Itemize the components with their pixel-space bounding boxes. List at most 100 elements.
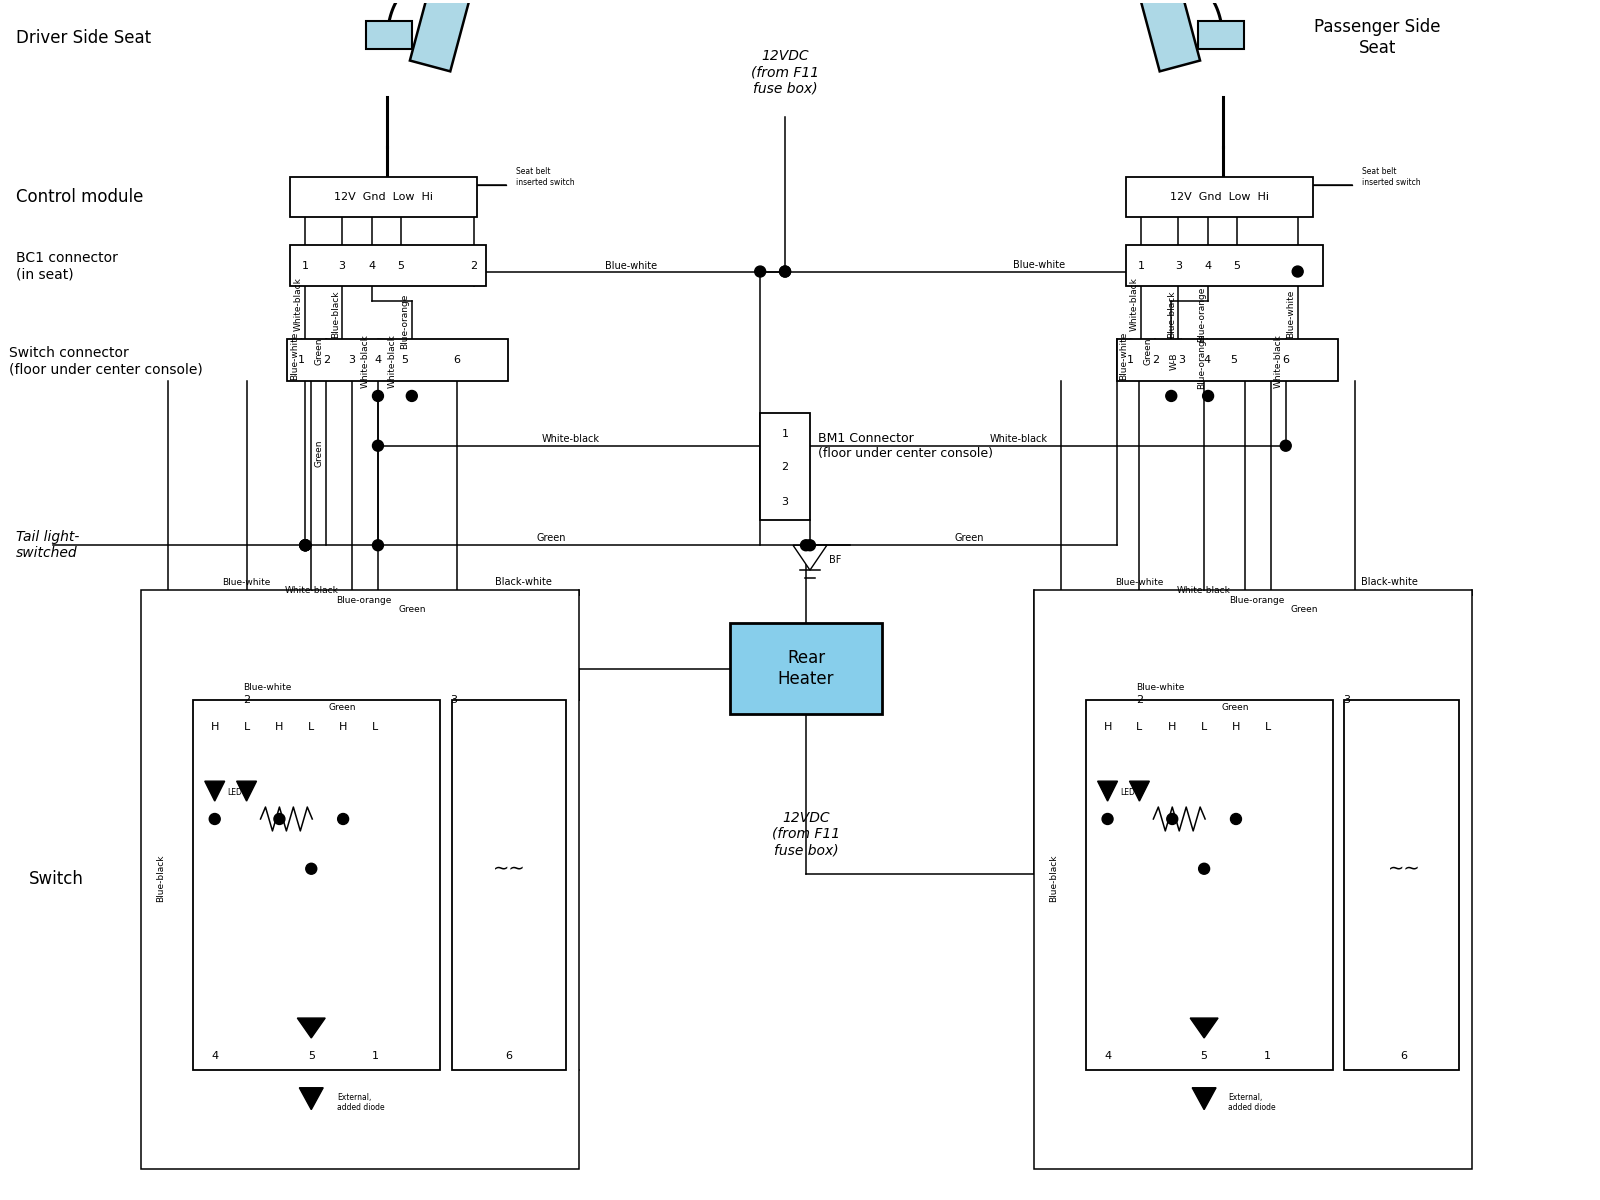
Circle shape — [1198, 863, 1210, 875]
Text: LED: LED — [1120, 787, 1134, 797]
Text: H: H — [275, 722, 283, 732]
Circle shape — [299, 540, 310, 551]
Text: 5: 5 — [1200, 1051, 1208, 1061]
Polygon shape — [205, 781, 224, 802]
Text: Blue-orange: Blue-orange — [400, 294, 410, 349]
Circle shape — [299, 540, 310, 551]
Text: 5: 5 — [1234, 260, 1240, 270]
Circle shape — [1102, 814, 1114, 824]
Polygon shape — [794, 545, 827, 570]
Bar — [1117, 340, 1338, 382]
Circle shape — [333, 737, 354, 757]
Text: White-black: White-black — [387, 334, 397, 388]
Polygon shape — [1136, 0, 1200, 71]
Bar — [1198, 20, 1243, 48]
Polygon shape — [237, 781, 256, 802]
Text: 4: 4 — [1205, 260, 1211, 270]
Bar — [141, 590, 579, 1169]
Text: Passenger Side
Seat: Passenger Side Seat — [1314, 18, 1440, 58]
Text: Blue-white: Blue-white — [243, 683, 291, 692]
Text: 5: 5 — [397, 260, 405, 270]
Text: Blue-orange: Blue-orange — [336, 595, 392, 605]
Circle shape — [779, 266, 790, 277]
Circle shape — [373, 540, 384, 551]
Text: 12VDC
(from F11
fuse box): 12VDC (from F11 fuse box) — [771, 811, 840, 857]
Text: BC1 connector
(in seat): BC1 connector (in seat) — [16, 252, 117, 282]
Text: Blue-white: Blue-white — [1118, 332, 1128, 380]
Text: 2: 2 — [781, 462, 789, 472]
Text: White-black: White-black — [542, 433, 600, 444]
Text: 3: 3 — [1178, 355, 1184, 365]
Bar — [288, 340, 509, 382]
Circle shape — [299, 540, 310, 551]
Bar — [730, 623, 882, 714]
Text: White-black: White-black — [285, 586, 338, 594]
Text: Blue-orange: Blue-orange — [1197, 334, 1206, 389]
Circle shape — [1258, 737, 1278, 757]
Text: 2: 2 — [1152, 355, 1158, 365]
Circle shape — [210, 814, 221, 824]
Circle shape — [269, 737, 290, 757]
Text: 4: 4 — [368, 260, 376, 270]
Circle shape — [301, 737, 322, 757]
Text: White-black: White-black — [990, 433, 1048, 444]
Text: L: L — [1202, 722, 1208, 732]
Text: Green: Green — [1291, 606, 1318, 614]
Polygon shape — [298, 1018, 325, 1038]
Text: Blue-black: Blue-black — [1050, 854, 1058, 902]
Text: 1: 1 — [1126, 355, 1134, 365]
Circle shape — [1293, 266, 1302, 277]
Text: L: L — [1264, 722, 1270, 732]
Text: 12V  Gnd  Low  Hi: 12V Gnd Low Hi — [1170, 192, 1269, 202]
Text: Black-white: Black-white — [1362, 577, 1418, 587]
Text: Rear
Heater: Rear Heater — [778, 649, 834, 688]
Text: 1: 1 — [781, 428, 789, 439]
Text: BF: BF — [829, 556, 842, 565]
Text: 1: 1 — [1138, 260, 1146, 270]
Text: H: H — [211, 722, 219, 732]
Polygon shape — [299, 1087, 323, 1110]
Text: Blue-white: Blue-white — [605, 260, 658, 270]
Text: Blue-white: Blue-white — [1013, 259, 1066, 270]
Bar — [1126, 176, 1312, 217]
Circle shape — [274, 814, 285, 824]
Text: Green: Green — [315, 439, 323, 467]
Bar — [1344, 700, 1459, 1070]
Text: H: H — [1232, 722, 1240, 732]
Bar — [366, 20, 411, 48]
Text: Green: Green — [1221, 703, 1248, 712]
Circle shape — [373, 390, 384, 402]
Circle shape — [1162, 737, 1182, 757]
Text: ∼∼: ∼∼ — [1387, 859, 1421, 878]
Text: Switch: Switch — [29, 870, 83, 888]
Circle shape — [306, 863, 317, 875]
Bar — [1126, 245, 1323, 287]
Text: Green: Green — [1144, 337, 1154, 365]
Text: External,
added diode: External, added diode — [1229, 1093, 1275, 1112]
Text: Driver Side Seat: Driver Side Seat — [16, 29, 150, 47]
Text: 1: 1 — [1264, 1051, 1272, 1061]
Text: W-B: W-B — [1170, 353, 1179, 370]
Text: H: H — [1104, 722, 1112, 732]
Circle shape — [779, 266, 790, 277]
Text: Blue-black: Blue-black — [1166, 290, 1176, 337]
Text: 4: 4 — [211, 1051, 218, 1061]
Text: 3: 3 — [339, 260, 346, 270]
Text: 12V  Gnd  Low  Hi: 12V Gnd Low Hi — [334, 192, 434, 202]
Text: 2: 2 — [470, 260, 477, 270]
Circle shape — [299, 540, 310, 551]
Circle shape — [1166, 814, 1178, 824]
Text: 5: 5 — [1230, 355, 1237, 365]
Circle shape — [237, 737, 256, 757]
Text: 3: 3 — [349, 355, 355, 365]
Text: Green: Green — [398, 606, 426, 614]
Text: 4: 4 — [374, 355, 381, 365]
Text: 3: 3 — [450, 695, 458, 704]
Polygon shape — [1098, 781, 1117, 802]
Circle shape — [338, 814, 349, 824]
Text: L: L — [371, 722, 378, 732]
Polygon shape — [1192, 1087, 1216, 1110]
Text: 6: 6 — [1282, 355, 1290, 365]
Bar — [290, 245, 486, 287]
Text: 4: 4 — [1104, 1051, 1110, 1061]
